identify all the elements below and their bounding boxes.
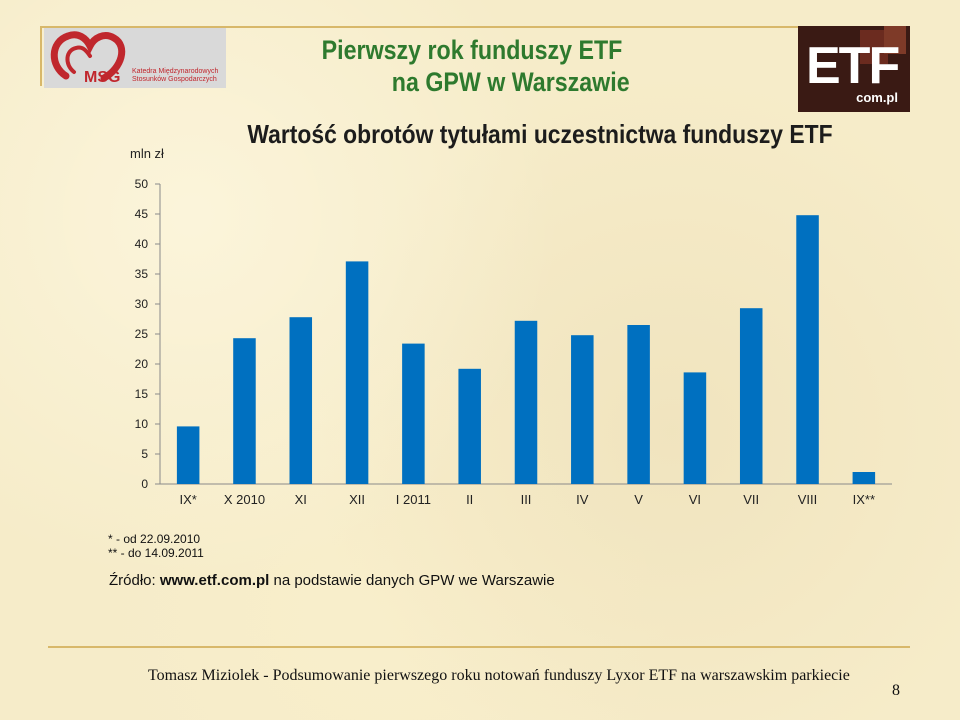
bar [345,261,369,484]
y-tick-label: 50 [135,177,149,191]
x-tick-label: III [521,492,532,507]
x-tick-label: IV [576,492,589,507]
y-tick-label: 15 [135,387,149,401]
bar [514,320,538,484]
footnote-start-date: * - od 22.09.2010 [108,532,201,546]
msg-logo-subtitle-line2: Stosunków Gospodarczych [132,76,217,83]
y-tick-label: 5 [141,447,148,461]
footer-divider [48,646,910,648]
bar [458,368,481,484]
bar [233,338,256,484]
y-axis-unit-label: mln zł [130,146,164,161]
msg-logo-text: MSG [84,69,121,86]
msg-logo-subtitle: Katedra Międzynarodowych Stosunków Gospo… [132,68,218,84]
footer-text: Tomasz Miziolek - Podsumowanie pierwszeg… [148,667,850,684]
bar [627,325,650,484]
bar [683,372,707,484]
x-tick-label: I 2011 [396,492,431,507]
y-tick-label: 30 [135,297,149,311]
bar [852,472,876,484]
x-tick-label: VI [689,492,701,507]
bar [796,215,819,484]
x-tick-label: XI [295,492,307,507]
frame-top-line [40,26,906,28]
x-tick-label: V [634,492,643,507]
y-tick-label: 0 [141,477,148,491]
x-tick-label: VIII [798,492,818,507]
msg-logo-subtitle-line1: Katedra Międzynarodowych [132,68,219,75]
y-tick-label: 40 [135,237,149,251]
x-tick-label: II [466,492,473,507]
x-tick-label: X 2010 [224,492,265,507]
x-tick-label: XII [349,492,365,507]
y-tick-label: 20 [135,357,149,371]
bar [289,317,313,484]
chart-title: Wartość obrotów tytułami uczestnictwa fu… [247,119,833,149]
y-tick-label: 25 [135,327,149,341]
bar [739,308,763,484]
x-tick-label: VII [743,492,759,507]
msg-logo: MSG Katedra Międzynarodowych Stosunków G… [44,28,226,88]
page-number: 8 [892,682,900,699]
x-tick-label: IX* [179,492,196,507]
y-tick-label: 45 [135,207,149,221]
source-line: Źródło: www.etf.com.pl na podstawie dany… [109,572,555,589]
etf-logo-square-1 [860,30,888,64]
page-title: Pierwszy rok funduszy ETF na GPW w Warsz… [266,34,679,98]
etf-logo-square-2 [884,26,906,54]
source-suffix: na podstawie danych GPW we Warszawie [269,572,555,589]
etf-logo: ETF com.pl [798,26,910,112]
y-tick-label: 10 [135,417,149,431]
x-tick-label: IX** [853,492,875,507]
bar [402,343,425,484]
bar-chart: 0 5 10 15 20 25 30 35 40 45 50 IX* X 2010 XI XII I 2011… [135,177,892,507]
etf-logo-text: ETF [806,37,900,95]
bar [571,335,594,484]
page-title-line2: na GPW w Warszawie [391,67,630,97]
footnote-end-date: ** - do 14.09.2011 [108,546,204,560]
frame-left-line [40,26,42,86]
page-title-line1: Pierwszy rok funduszy ETF [321,35,623,65]
bar [176,426,200,484]
source-prefix: Źródło: [109,572,160,589]
source-link[interactable]: www.etf.com.pl [159,572,270,589]
etf-logo-domain: com.pl [856,90,898,105]
y-tick-label: 35 [135,267,149,281]
